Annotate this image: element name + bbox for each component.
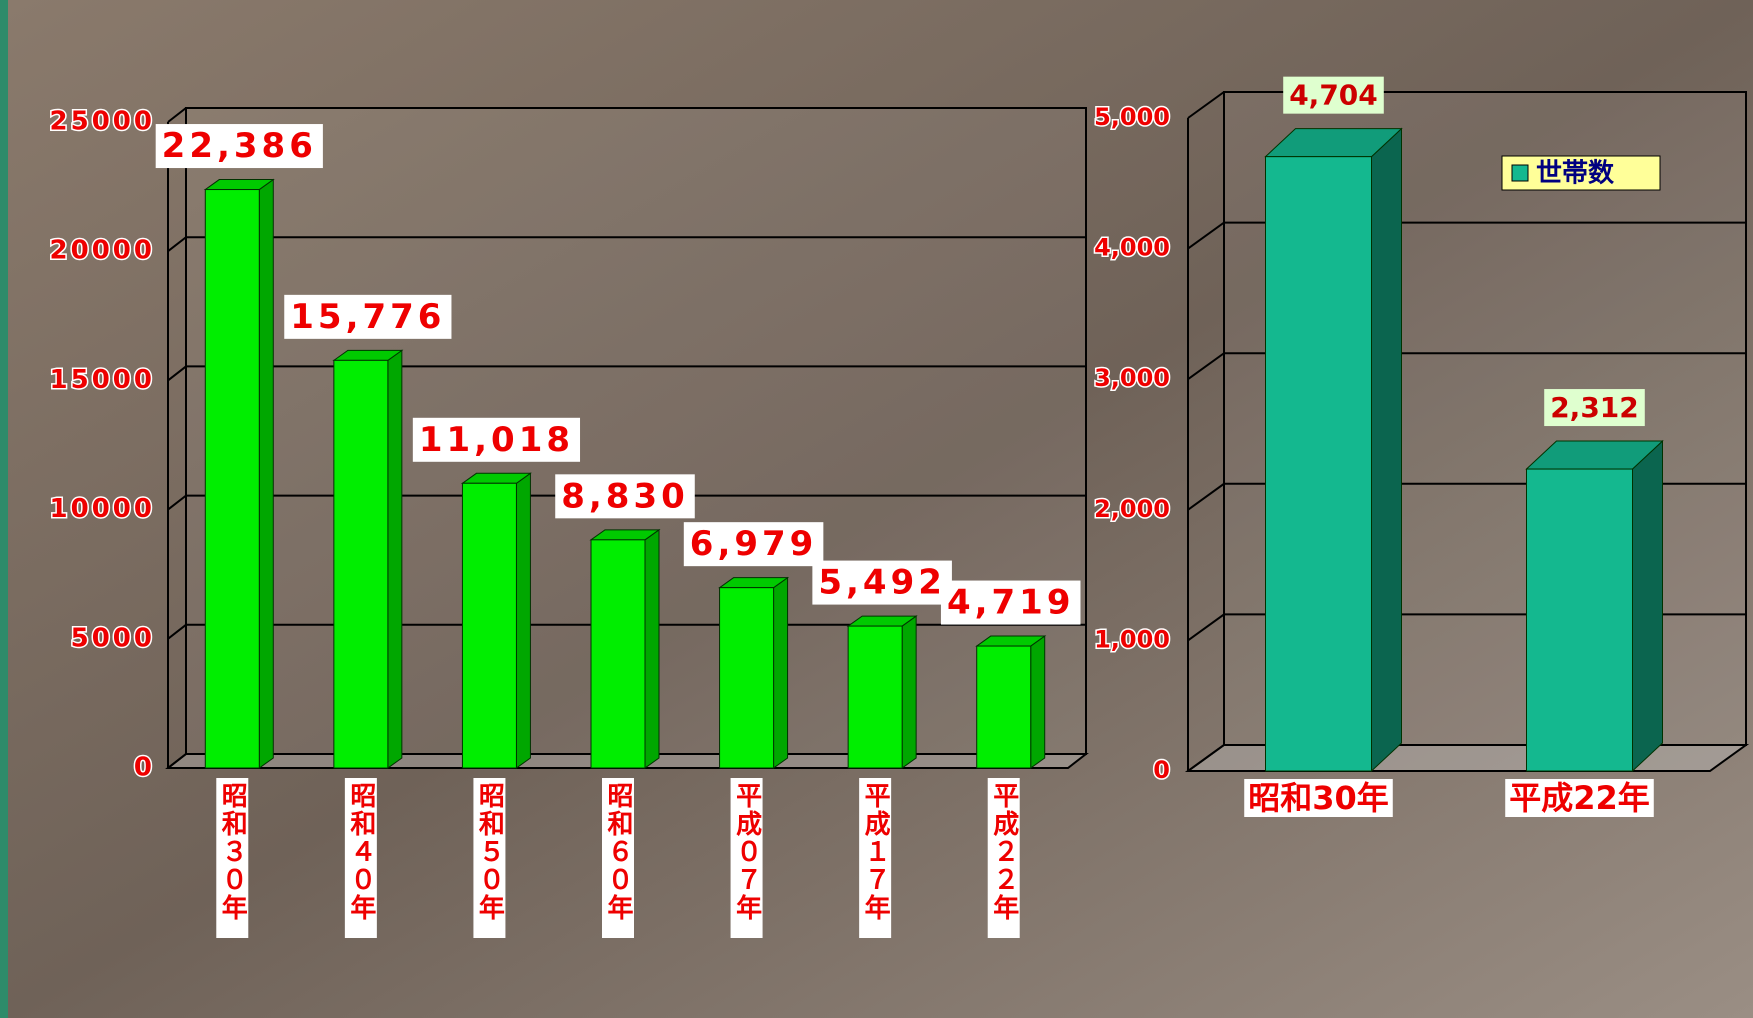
x-tick-label: 昭和５０年 — [474, 782, 504, 922]
bar — [977, 646, 1031, 768]
y-tick-label: 3,000 — [1094, 364, 1170, 392]
bar-side — [1372, 129, 1402, 771]
bar — [591, 540, 645, 768]
bar — [1527, 469, 1633, 771]
edge — [0, 0, 8, 1018]
bar — [1266, 157, 1372, 771]
data-label: 6,979 — [690, 524, 818, 564]
bar-side — [1633, 441, 1663, 771]
y-tick-label: 1,000 — [1094, 625, 1170, 653]
data-label: 15,776 — [290, 297, 445, 337]
data-label: 4,719 — [947, 583, 1075, 623]
x-tick-label: 昭和３０年 — [217, 782, 247, 922]
y-tick-label: 0 — [1153, 756, 1170, 784]
bar — [462, 483, 516, 768]
bar-side — [902, 616, 916, 768]
data-label: 8,830 — [561, 476, 689, 516]
data-label: 22,386 — [162, 126, 317, 166]
bar — [205, 190, 259, 768]
bar-side — [774, 578, 788, 768]
y-tick-label: 0 — [134, 753, 155, 783]
y-tick-label: 20000 — [50, 236, 155, 266]
y-tick-label: 25000 — [50, 107, 155, 137]
x-tick-label: 昭和30年 — [1248, 779, 1389, 817]
data-label: 5,492 — [818, 563, 946, 603]
x-tick-label: 昭和４０年 — [346, 782, 376, 922]
y-tick-label: 5000 — [71, 623, 155, 653]
bar-side — [516, 473, 530, 768]
y-tick-label: 2,000 — [1094, 495, 1170, 523]
x-tick-label: 平成22年 — [1509, 779, 1650, 817]
bar-side — [388, 350, 402, 768]
data-label: 2,312 — [1550, 391, 1639, 424]
bar — [334, 360, 388, 768]
y-tick-label: 4,000 — [1094, 234, 1170, 262]
y-tick-label: 10000 — [50, 494, 155, 524]
bar — [848, 626, 902, 768]
x-tick-label: 平成１７年 — [860, 782, 890, 922]
x-tick-label: 平成０７年 — [732, 782, 762, 922]
bar-side — [645, 530, 659, 768]
data-label: 11,018 — [419, 420, 574, 460]
x-tick-label: 昭和６０年 — [603, 782, 633, 922]
y-tick-label: 15000 — [50, 365, 155, 395]
bar — [720, 588, 774, 768]
chart: 0 5000 10000 15000 20000 2500022,386 15,776 11,… — [0, 0, 1753, 1018]
y-tick-label: 5,000 — [1094, 103, 1170, 131]
legend-swatch — [1512, 165, 1528, 181]
bar-side — [1031, 636, 1045, 768]
data-label: 4,704 — [1289, 79, 1378, 112]
x-tick-label: 平成２２年 — [989, 782, 1019, 922]
legend-label: 世帯数 — [1536, 159, 1615, 189]
bar-side — [259, 180, 273, 768]
